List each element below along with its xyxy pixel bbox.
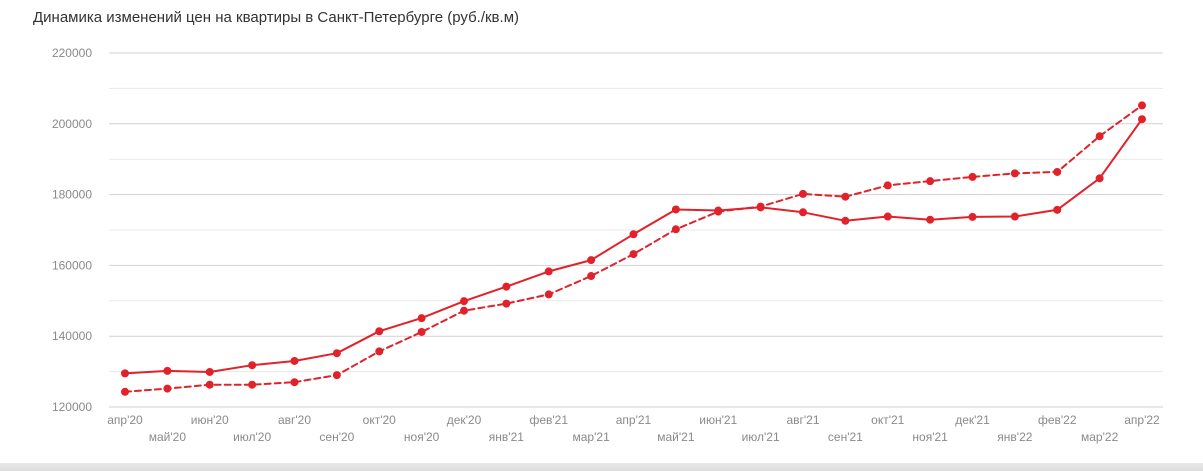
data-point[interactable] (332, 371, 341, 380)
x-tick-label: фев'21 (529, 413, 568, 427)
data-point[interactable] (1138, 101, 1146, 110)
x-tick-label: апр'22 (1124, 413, 1160, 427)
x-tick-label: ноя'21 (912, 430, 948, 444)
data-point[interactable] (799, 189, 807, 198)
x-tick-label: сен'20 (319, 430, 354, 444)
data-point[interactable] (248, 380, 257, 389)
data-point[interactable] (460, 306, 468, 315)
data-point[interactable] (587, 272, 596, 281)
x-tick-label: дек'21 (955, 413, 990, 427)
x-tick-label: окт'20 (363, 413, 397, 427)
data-point[interactable] (629, 230, 638, 239)
data-point[interactable] (544, 267, 553, 276)
x-tick-label: июн'21 (699, 413, 737, 427)
y-axis-tick-labels: 120000 140000 160000 180000 200000 220000 (52, 46, 92, 414)
data-point[interactable] (926, 177, 935, 186)
series-lines (121, 101, 1146, 396)
data-point[interactable] (671, 225, 680, 234)
data-point[interactable] (332, 349, 341, 358)
data-point[interactable] (163, 366, 172, 375)
y-tick-label: 200000 (52, 117, 92, 131)
data-point[interactable] (544, 290, 553, 299)
x-tick-label: май'20 (149, 430, 187, 444)
data-point[interactable] (460, 297, 468, 306)
data-point[interactable] (714, 207, 723, 216)
series-line (124, 118, 1143, 375)
x-tick-label: фев'22 (1038, 413, 1077, 427)
data-point[interactable] (1010, 212, 1019, 221)
data-point[interactable] (756, 202, 765, 211)
data-point[interactable] (417, 327, 426, 336)
chart-title: Динамика изменений цен на квартиры в Сан… (33, 9, 519, 26)
x-tick-label: июл'21 (742, 430, 780, 444)
x-tick-label: авг'21 (786, 413, 819, 427)
x-tick-label: окт'21 (871, 413, 905, 427)
data-point[interactable] (926, 215, 935, 224)
data-point[interactable] (1095, 174, 1104, 183)
x-tick-label: янв'21 (489, 430, 524, 444)
data-point[interactable] (375, 327, 384, 336)
data-point[interactable] (121, 387, 129, 396)
y-tick-label: 140000 (52, 329, 92, 343)
data-point[interactable] (671, 205, 680, 214)
x-tick-label: авг'20 (278, 413, 311, 427)
data-point[interactable] (121, 369, 129, 378)
data-point[interactable] (290, 378, 299, 387)
y-tick-label: 120000 (52, 400, 92, 414)
y-tick-label: 220000 (52, 46, 92, 60)
x-tick-label: июл'20 (233, 430, 271, 444)
data-point[interactable] (248, 361, 257, 370)
data-point[interactable] (1053, 205, 1062, 214)
x-tick-label: янв'22 (997, 430, 1032, 444)
x-tick-label: апр'20 (107, 413, 143, 427)
x-tick-label: мар'22 (1081, 430, 1119, 444)
y-tick-label: 180000 (52, 188, 92, 202)
series-line (124, 104, 1143, 393)
data-point[interactable] (841, 216, 850, 225)
data-point[interactable] (587, 256, 596, 265)
data-point[interactable] (1138, 115, 1146, 124)
x-tick-label: ноя'20 (404, 430, 440, 444)
x-tick-label: май'21 (657, 430, 695, 444)
x-tick-label: июн'20 (191, 413, 229, 427)
x-tick-label: дек'20 (447, 413, 482, 427)
x-tick-label: мар'21 (573, 430, 611, 444)
x-axis-tick-labels: апр'20 май'20 июн'20 июл'20 авг'20 сен'20 окт'… (107, 413, 1160, 444)
series-dashed (121, 101, 1146, 396)
data-point[interactable] (417, 314, 426, 323)
x-tick-label: сен'21 (828, 430, 863, 444)
data-point[interactable] (1095, 132, 1104, 141)
data-point[interactable] (1053, 167, 1062, 176)
series-solid (121, 115, 1146, 378)
data-point[interactable] (883, 212, 892, 221)
data-point[interactable] (883, 181, 892, 190)
data-point[interactable] (502, 282, 511, 291)
data-point[interactable] (502, 299, 511, 308)
data-point[interactable] (841, 192, 850, 201)
data-point[interactable] (205, 367, 214, 376)
data-point[interactable] (205, 380, 214, 389)
data-point[interactable] (163, 384, 172, 393)
grid-lines (109, 52, 1163, 408)
data-point[interactable] (290, 356, 299, 365)
y-tick-label: 160000 (52, 258, 92, 272)
data-point[interactable] (1010, 169, 1019, 178)
x-tick-label: апр'21 (616, 413, 652, 427)
data-point[interactable] (968, 172, 977, 181)
data-point[interactable] (375, 347, 384, 356)
data-point[interactable] (968, 212, 977, 221)
bottom-divider (0, 463, 1203, 471)
data-point[interactable] (629, 250, 638, 259)
data-point[interactable] (799, 208, 807, 217)
